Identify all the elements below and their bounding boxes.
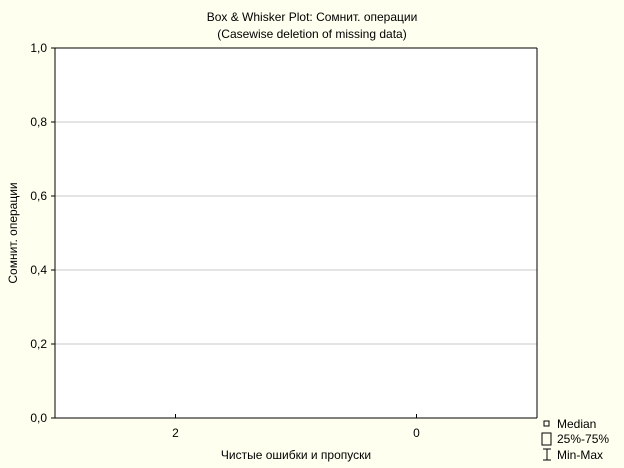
y-tick-label: 0,0	[30, 411, 47, 425]
x-axis-label: Чистые ошибки и пропуски	[221, 448, 371, 462]
legend-label-minmax: Min-Max	[557, 448, 603, 462]
y-axis-ticks: 0,0 0,2 0,4 0,6 0,8 1,0	[30, 41, 55, 425]
grid-lines	[55, 121, 537, 345]
whisker-legend-icon	[543, 448, 551, 461]
legend-label-median: Median	[557, 417, 596, 431]
y-axis-label: Сомнит. операции	[6, 182, 20, 283]
y-tick-label: 1,0	[30, 41, 47, 55]
x-tick-label: 2	[172, 426, 179, 440]
legend-label-box: 25%-75%	[557, 432, 609, 446]
y-tick-label: 0,2	[30, 337, 47, 351]
legend: Median 25%-75% Min-Max	[541, 417, 609, 462]
chart-subtitle: (Casewise deletion of missing data)	[217, 27, 406, 41]
y-tick-label: 0,8	[30, 115, 47, 129]
box-legend-icon	[541, 432, 552, 446]
plot-area	[55, 48, 537, 418]
x-tick-label: 0	[413, 426, 420, 440]
y-tick-label: 0,6	[30, 189, 47, 203]
y-tick-label: 0,4	[30, 263, 47, 277]
chart-title: Box & Whisker Plot: Сомнит. операции	[207, 10, 418, 24]
median-legend-icon	[543, 420, 550, 427]
